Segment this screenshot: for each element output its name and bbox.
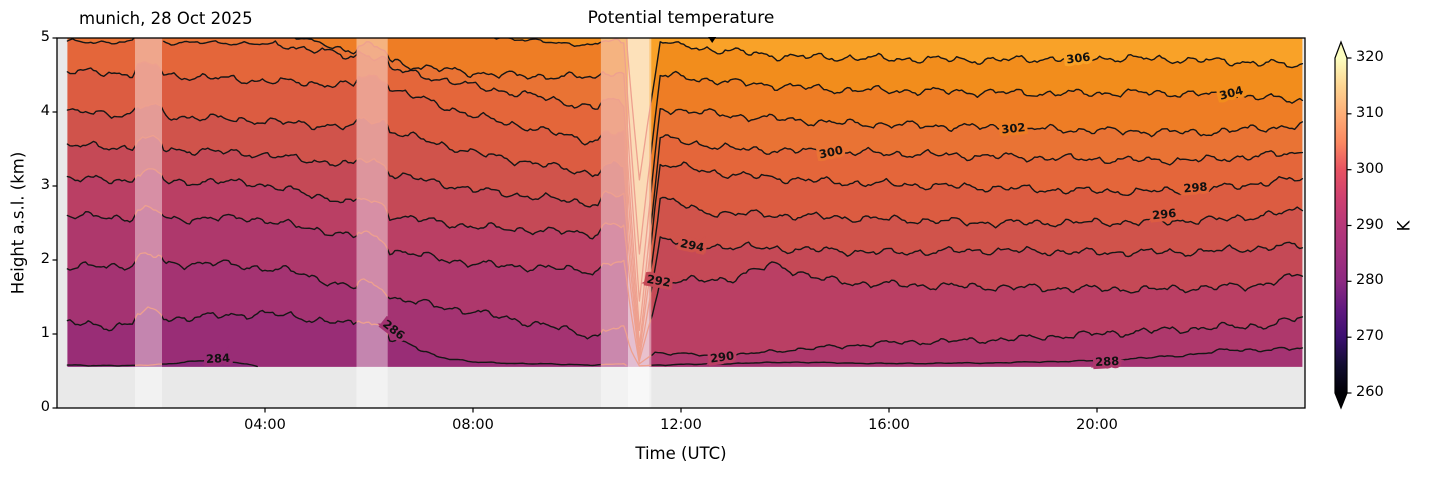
colorbar [1334,40,1352,410]
colorbar-tick-label-290: 290 [1356,216,1384,233]
contour-label-298: 298 [1183,179,1208,195]
y-tick-label-4: 4 [40,103,50,119]
y-tick-label-0: 0 [40,399,50,415]
x-tick-label-08:00: 08:00 [452,417,494,433]
top-marker-icon [708,37,717,43]
colorbar-unit-label: K [1394,220,1414,232]
contour-label-290: 290 [709,348,735,365]
contour-label-296: 296 [1152,206,1177,222]
station-date-label: munich, 28 Oct 2025 [79,9,253,28]
y-axis-label: Height a.s.l. (km) [8,151,28,295]
y-tick-label-2: 2 [40,251,50,267]
y-tick-label-5: 5 [40,29,50,45]
x-tick-label-12:00: 12:00 [660,417,702,433]
colorbar-tick-label-320: 320 [1356,49,1384,65]
contour-label-302: 302 [1001,120,1026,136]
colorbar-tick-label-300: 300 [1356,160,1384,177]
contour-label-306: 306 [1066,50,1092,67]
plot-title: Potential temperature [587,8,775,28]
x-tick-label-20:00: 20:00 [1076,417,1118,433]
colorbar-tick-label-280: 280 [1356,272,1384,289]
colorbar-tick-label-310: 310 [1356,104,1384,121]
x-tick-label-04:00: 04:00 [244,417,286,433]
x-axis-label: Time (UTC) [635,444,727,463]
colorbar-tick-label-260: 260 [1356,384,1384,400]
y-tick-label-3: 3 [40,177,50,193]
x-tick-label-16:00: 16:00 [868,417,910,433]
y-tick-label-1: 1 [40,325,50,341]
colorbar-tick-label-270: 270 [1356,328,1384,345]
contour-label-288: 288 [1095,354,1120,369]
contour-label-284: 284 [206,351,231,366]
